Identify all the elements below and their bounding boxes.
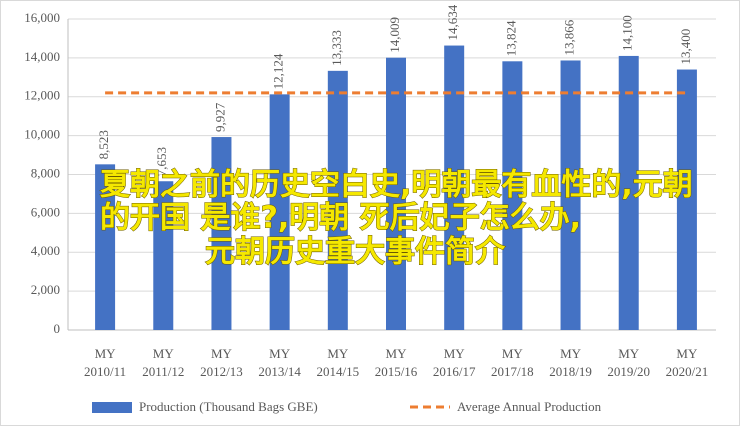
y-tick-label: 0	[54, 321, 61, 336]
bar	[560, 60, 581, 331]
x-tick-label: 2015/16	[375, 364, 418, 379]
x-tick-label: MY	[444, 346, 466, 361]
bar	[153, 181, 174, 330]
x-tick-label: MY	[386, 346, 408, 361]
value-label: 8,523	[96, 130, 111, 159]
bar	[211, 137, 232, 330]
value-label: 7,653	[154, 147, 169, 176]
x-tick-label: MY	[560, 346, 582, 361]
x-tick-label: 2018/19	[549, 364, 592, 379]
x-tick-label: 2020/21	[666, 364, 709, 379]
value-label: 13,866	[562, 19, 577, 55]
x-tick-label: MY	[676, 346, 698, 361]
bar	[618, 55, 639, 331]
x-tick-label: MY	[618, 346, 640, 361]
x-tick-label: MY	[327, 346, 349, 361]
value-label: 12,124	[271, 53, 286, 89]
value-label: 13,333	[329, 30, 344, 66]
bar	[327, 70, 348, 330]
value-label: 13,400	[678, 29, 693, 65]
overlay-text: 夏朝之前的历史空白史,明朝最有血性的,元朝	[100, 168, 693, 203]
legend-label: Production (Thousand Bags GBE)	[139, 399, 318, 414]
bar	[269, 94, 290, 330]
bar	[386, 57, 406, 330]
value-label: 9,927	[212, 102, 227, 132]
y-tick-label: 16,000	[24, 10, 60, 25]
x-tick-label: MY	[153, 346, 175, 361]
y-tick-label: 12,000	[24, 88, 60, 103]
x-tick-label: 2013/14	[258, 364, 301, 379]
value-label: 14,100	[620, 15, 635, 51]
x-tick-label: 2014/15	[317, 364, 360, 379]
y-tick-label: 10,000	[24, 127, 60, 142]
y-tick-label: 4,000	[31, 243, 60, 258]
x-tick-label: 2019/20	[607, 364, 650, 379]
x-tick-label: 2012/13	[200, 364, 243, 379]
overlay-text: 的开国 是谁?,明朝 死后妃子怎么办,	[100, 201, 581, 236]
x-tick-label: 2010/11	[84, 364, 126, 379]
bar	[676, 69, 697, 330]
y-tick-label: 6,000	[31, 204, 60, 219]
value-label: 14,009	[387, 17, 402, 53]
legend-swatch	[92, 402, 132, 413]
x-tick-label: MY	[269, 346, 291, 361]
value-label: 14,634	[445, 4, 460, 40]
x-tick-label: MY	[95, 346, 117, 361]
x-tick-label: 2011/12	[142, 364, 184, 379]
legend-label: Average Annual Production	[457, 399, 602, 414]
bar	[444, 45, 465, 330]
bar	[502, 61, 523, 331]
x-tick-label: MY	[211, 346, 233, 361]
overlay-text: 元朝历史重大事件简介	[205, 235, 506, 270]
bar	[95, 164, 116, 330]
y-tick-label: 8,000	[31, 165, 60, 180]
x-tick-label: 2016/17	[433, 364, 476, 379]
x-tick-label: MY	[502, 346, 524, 361]
y-tick-label: 2,000	[31, 282, 60, 297]
y-tick-label: 14,000	[24, 49, 60, 64]
value-label: 13,824	[503, 20, 518, 56]
x-tick-label: 2017/18	[491, 364, 534, 379]
